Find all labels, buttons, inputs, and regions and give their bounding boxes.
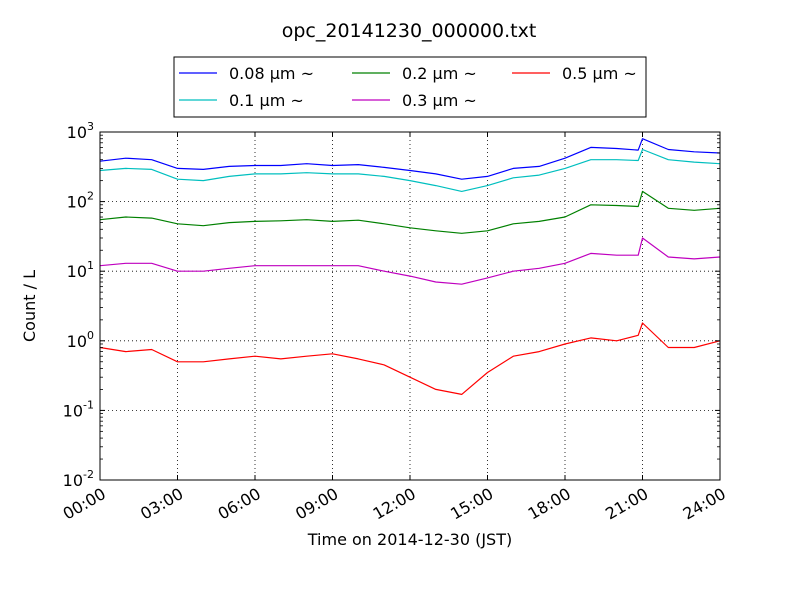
legend: 0.08 µm ~ 0.1 µm ~ 0.2 µm ~ 0.3 µm ~ 0.5 µm … bbox=[173, 56, 647, 118]
y-tick-exponent: 2 bbox=[87, 190, 94, 203]
series-line-1 bbox=[99, 148, 721, 192]
y-tick-base: 10 bbox=[67, 332, 87, 351]
y-tick-exponent: 3 bbox=[87, 120, 94, 133]
series-line-2 bbox=[99, 190, 721, 234]
y-tick-base: 10 bbox=[67, 193, 87, 212]
y-tick-label: 103 bbox=[67, 120, 94, 142]
y-tick-exponent: -2 bbox=[83, 468, 94, 481]
y-tick-exponent: 1 bbox=[87, 259, 94, 272]
series-line-4 bbox=[99, 322, 721, 395]
y-tick-label: 101 bbox=[67, 259, 94, 281]
legend-label: 0.2 µm ~ bbox=[402, 64, 477, 83]
legend-label: 0.08 µm ~ bbox=[229, 64, 314, 83]
legend-label: 0.3 µm ~ bbox=[402, 91, 477, 110]
y-tick-label: 10-1 bbox=[63, 398, 94, 420]
x-axis-label: Time on 2014-12-30 (JST) bbox=[307, 530, 512, 549]
legend-box bbox=[173, 56, 647, 118]
y-tick-base: 10 bbox=[67, 123, 87, 142]
y-tick-base: 10 bbox=[63, 401, 83, 420]
y-tick-label: 102 bbox=[67, 190, 94, 212]
y-tick-base: 10 bbox=[63, 471, 83, 490]
data-series bbox=[99, 138, 721, 395]
y-tick-label: 100 bbox=[67, 329, 94, 351]
plot-frame bbox=[99, 131, 721, 481]
plot-background bbox=[100, 132, 720, 480]
y-tick-label: 10-2 bbox=[63, 468, 94, 490]
y-tick-base: 10 bbox=[67, 262, 87, 281]
series-line-3 bbox=[99, 237, 721, 285]
legend-label: 0.1 µm ~ bbox=[229, 91, 304, 110]
y-axis-label: Count / L bbox=[20, 270, 39, 342]
chart-title: opc_20141230_000000.txt bbox=[282, 20, 537, 42]
series-line-0 bbox=[99, 138, 721, 180]
legend-label: 0.5 µm ~ bbox=[562, 64, 637, 83]
y-tick-exponent: 0 bbox=[87, 329, 94, 342]
legend-entries: 0.08 µm ~ 0.1 µm ~ 0.2 µm ~ 0.3 µm ~ 0.5 µm … bbox=[179, 64, 637, 110]
y-tick-exponent: -1 bbox=[83, 398, 94, 411]
